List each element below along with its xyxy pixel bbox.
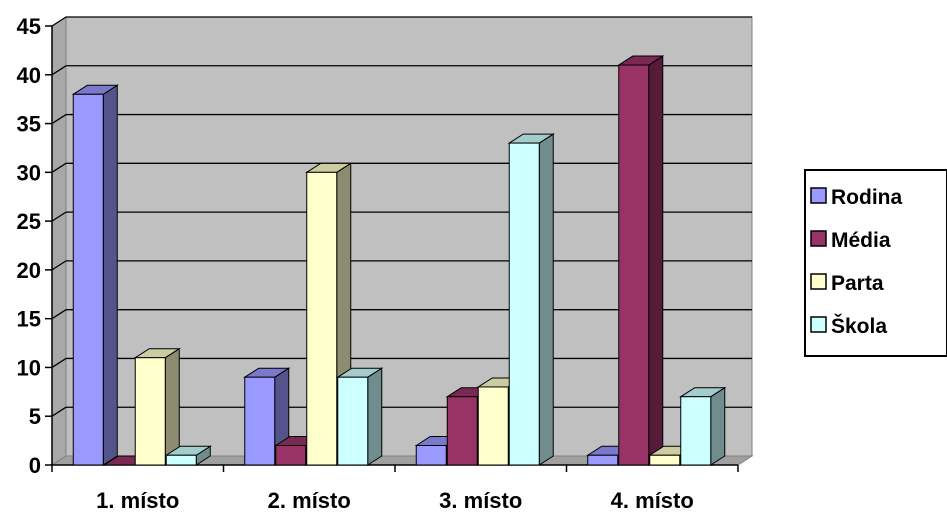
gridline-side [51, 114, 67, 125]
side-wall [51, 16, 67, 466]
bar-front [306, 171, 338, 466]
bar [617, 55, 665, 466]
gridline-side [51, 211, 67, 222]
bar-front [446, 396, 478, 466]
gridline-side [51, 16, 67, 27]
y-tick-label: 0 [29, 453, 41, 478]
bar-front [244, 376, 276, 466]
legend-item-label: Škola [831, 314, 887, 338]
bar [133, 347, 181, 466]
x-category-label: 1. místo [96, 488, 179, 513]
gridline-side [51, 309, 67, 320]
y-tick-label: 20 [17, 258, 41, 283]
legend: Rodina Média Parta Škola [804, 169, 947, 357]
legend-item-label: Parta [831, 272, 884, 295]
bar [164, 445, 212, 466]
bar-front [134, 357, 166, 466]
x-category-label: 3. místo [439, 488, 522, 513]
bar [71, 84, 119, 466]
bar-front [275, 444, 307, 466]
bar-front [415, 444, 447, 466]
bar-front [477, 386, 509, 466]
y-tick-label: 30 [17, 160, 41, 185]
legend-swatch [810, 273, 827, 290]
y-tick-label: 15 [17, 307, 41, 332]
x-category-label: 2. místo [268, 488, 351, 513]
gridline-side [51, 162, 67, 173]
bar-side [102, 84, 118, 466]
bar-front [72, 93, 104, 466]
legend-swatch [810, 187, 827, 204]
axis-labels: 0 5 10 15 20 25 30 35 40 45 1. místo 2. místo 3. mís… [17, 14, 694, 513]
bar [507, 133, 555, 466]
legend-box [804, 169, 947, 357]
y-tick-label: 35 [17, 112, 41, 137]
gridline-side [51, 260, 67, 271]
bar-side [710, 386, 726, 466]
bar-front [680, 396, 712, 466]
legend-swatch [810, 230, 827, 247]
bar-front [618, 64, 650, 466]
legend-swatch [810, 316, 827, 333]
bar [336, 367, 384, 466]
bar-front [337, 376, 369, 466]
bars [71, 55, 727, 466]
gridline-side [51, 357, 67, 368]
gridline-side [51, 65, 67, 76]
bar-front [587, 454, 619, 466]
bar [679, 386, 727, 466]
bar-front [649, 454, 681, 466]
bar-front [508, 142, 540, 466]
legend-item-label: Média [831, 229, 891, 252]
bar-front [165, 454, 197, 466]
bar-side [367, 367, 383, 466]
bar-side [538, 133, 554, 466]
y-tick-label: 40 [17, 63, 41, 88]
bar [243, 367, 291, 466]
legend-item-label: Rodina [831, 186, 902, 209]
y-tick-label: 25 [17, 209, 41, 234]
y-tick-label: 45 [17, 14, 41, 39]
y-tick-label: 10 [17, 355, 41, 380]
bar-side [164, 347, 180, 466]
bar-side [648, 55, 664, 466]
y-tick-label: 5 [29, 404, 41, 429]
gridline-side [51, 406, 67, 417]
x-category-label: 4. místo [611, 488, 694, 513]
